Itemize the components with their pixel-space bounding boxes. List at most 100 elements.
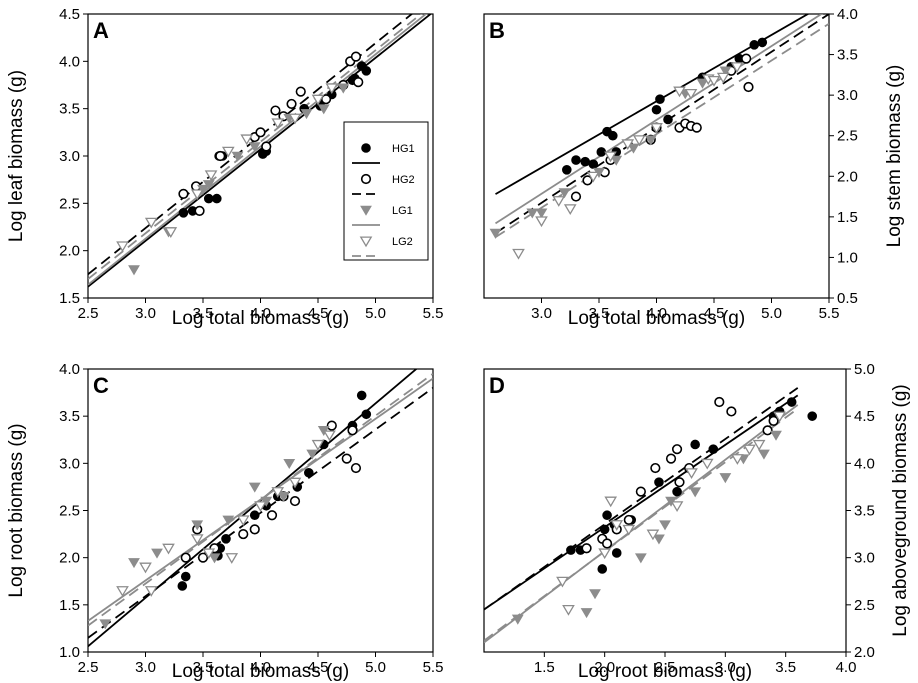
panel-d-y-tick-label: 3.5	[854, 503, 875, 520]
panel-a-point-hg2	[295, 86, 306, 97]
panel-c-y-axis-title: Log root biomass (g)	[6, 423, 27, 597]
panel-b-fit-line-lg1	[495, 14, 824, 225]
panel-a-point-hg2	[215, 150, 226, 162]
panel-a-point-hg2	[320, 94, 332, 105]
panel-c-point-hg2	[347, 425, 358, 436]
panel-a-point-lg2	[204, 170, 218, 182]
panel-c-point-hg2	[180, 552, 191, 563]
panel-c-point-lg2	[288, 477, 302, 489]
panel-b-y-tick-label: 2.5	[837, 128, 858, 145]
panel-b-point-lg1	[696, 78, 709, 89]
panel-d-point-lg2	[604, 496, 618, 508]
panel-a-point-lg2	[311, 94, 325, 106]
panel-d-x-tick-label: 4.0	[836, 659, 857, 676]
panel-b-point-lg2	[604, 151, 617, 163]
panel-b-point-hg1	[663, 114, 673, 125]
panel-a-x-tick-label: 5.5	[423, 305, 444, 322]
panel-c-point-hg1	[180, 571, 191, 582]
panel-b-y-tick-label: 3.0	[837, 87, 858, 104]
panel-d-point-hg2	[726, 406, 737, 417]
panel-a-y-tick-label: 3.0	[59, 148, 80, 165]
panel-a-x-tick-label: 5.0	[365, 305, 386, 322]
panel-a-point-lg1	[231, 151, 244, 162]
panel-b-point-hg1	[562, 164, 572, 175]
panel-d-point-hg1	[807, 411, 818, 421]
panel-b-point-lg2	[650, 123, 663, 134]
panel-c-point-hg2	[350, 462, 362, 474]
panel-d-point-lg2	[556, 576, 569, 588]
panel-c-point-lg1	[191, 520, 204, 531]
panel-a-data	[88, 14, 433, 288]
panel-c-x-tick-label: 3.0	[135, 659, 156, 676]
panel-d-point-lg2	[610, 520, 624, 531]
panel-a-y-axis-title: Log leaf biomass (g)	[6, 70, 27, 242]
panel-a-x-tick-label: 4.0	[250, 305, 271, 322]
legend-marker-lg1	[360, 205, 372, 216]
panel-b-y-tick-label: 4.0	[837, 6, 858, 23]
panel-c-point-hg1	[221, 534, 231, 544]
panel-b-x-tick-label: 4.5	[704, 305, 725, 322]
panel-d-point-hg1	[690, 439, 700, 450]
panel-a-point-lg2	[164, 227, 178, 238]
panel-c-point-hg1	[177, 581, 188, 591]
panel-d-letter: D	[489, 373, 505, 398]
panel-d-y-tick-label: 2.5	[854, 597, 875, 614]
panel-d-point-lg1	[580, 608, 593, 619]
panel-b-point-lg2	[707, 75, 721, 87]
panel-c-x-tick-label: 2.5	[78, 659, 99, 676]
panel-c-y-tick-label: 1.5	[59, 597, 80, 614]
panel-a-y-tick-label: 4.0	[59, 53, 80, 70]
panel-d-point-lg2	[598, 548, 612, 560]
panel-b-point-lg2	[535, 216, 548, 228]
panel-a-x-tick-label: 4.5	[308, 305, 329, 322]
legend-marker-hg2	[360, 173, 372, 185]
panel-b-point-hg2	[582, 175, 593, 186]
panel-b-fit-line-lg2	[495, 22, 829, 238]
panel-d-y-tick-label: 3.0	[854, 550, 875, 567]
panel-d-point-lg2	[562, 605, 575, 616]
legend-label-lg2: LG2	[392, 236, 413, 248]
panel-c-x-tick-label: 3.5	[193, 659, 214, 676]
panel-a-point-lg1	[300, 109, 313, 120]
panel-c-point-lg1	[283, 459, 296, 470]
panel-d-point-hg2	[768, 415, 779, 426]
panel-c-x-tick-label: 4.0	[250, 659, 271, 676]
panel-c-point-lg2	[271, 487, 285, 498]
legend-marker-lg2	[359, 236, 373, 248]
panel-b-point-hg1	[749, 40, 760, 50]
panel-d-point-hg1	[708, 444, 719, 454]
panel-c-point-lg2	[162, 543, 175, 555]
panel-d-point-lg1	[719, 473, 732, 484]
panel-d-point-lg2	[752, 439, 766, 451]
panel-a-y-tick-label: 4.5	[59, 6, 80, 23]
panel-a-point-lg2	[240, 134, 254, 146]
panel-c-point-lg1	[208, 553, 221, 564]
panel-c-y-tick-label: 4.0	[59, 361, 80, 378]
panel-b-point-lg2	[512, 248, 525, 260]
panel-c-y-tick-label: 3.0	[59, 455, 80, 472]
panel-d-point-lg1	[511, 614, 524, 625]
panel-b-frame	[483, 13, 830, 299]
panel-d-point-hg1	[597, 564, 608, 574]
panel-b-y-axis-title: Log stem biomass (g)	[884, 65, 905, 248]
panel-d-point-hg1	[602, 510, 612, 521]
panel-a-y-tick-label: 1.5	[59, 290, 80, 307]
panel-a-point-lg1	[202, 180, 215, 191]
panel-b-point-hg2	[691, 122, 702, 133]
panel-b-point-lg2	[586, 171, 600, 183]
panel-b-y-tick-label: 1.5	[837, 209, 858, 226]
panel-c-point-lg2	[202, 548, 216, 560]
panel-a-point-lg1	[317, 104, 330, 115]
panel-c-y-tick-label: 3.5	[59, 408, 80, 425]
panel-b-point-lg2	[684, 88, 698, 100]
panel-d-point-lg2	[670, 501, 684, 513]
panel-d-point-hg1	[654, 477, 664, 488]
panel-b-point-hg2	[570, 191, 582, 202]
panel-d-fit-line-hg1	[484, 394, 799, 611]
panel-d-y-tick-label: 4.5	[854, 408, 875, 425]
legend: HG1 HG2 LG1 LG2	[343, 121, 429, 261]
panel-b-point-lg1	[610, 155, 623, 166]
panel-d-point-lg1	[770, 430, 782, 441]
panel-c-point-hg2	[326, 420, 337, 431]
panel-d-point-hg2	[762, 425, 773, 436]
